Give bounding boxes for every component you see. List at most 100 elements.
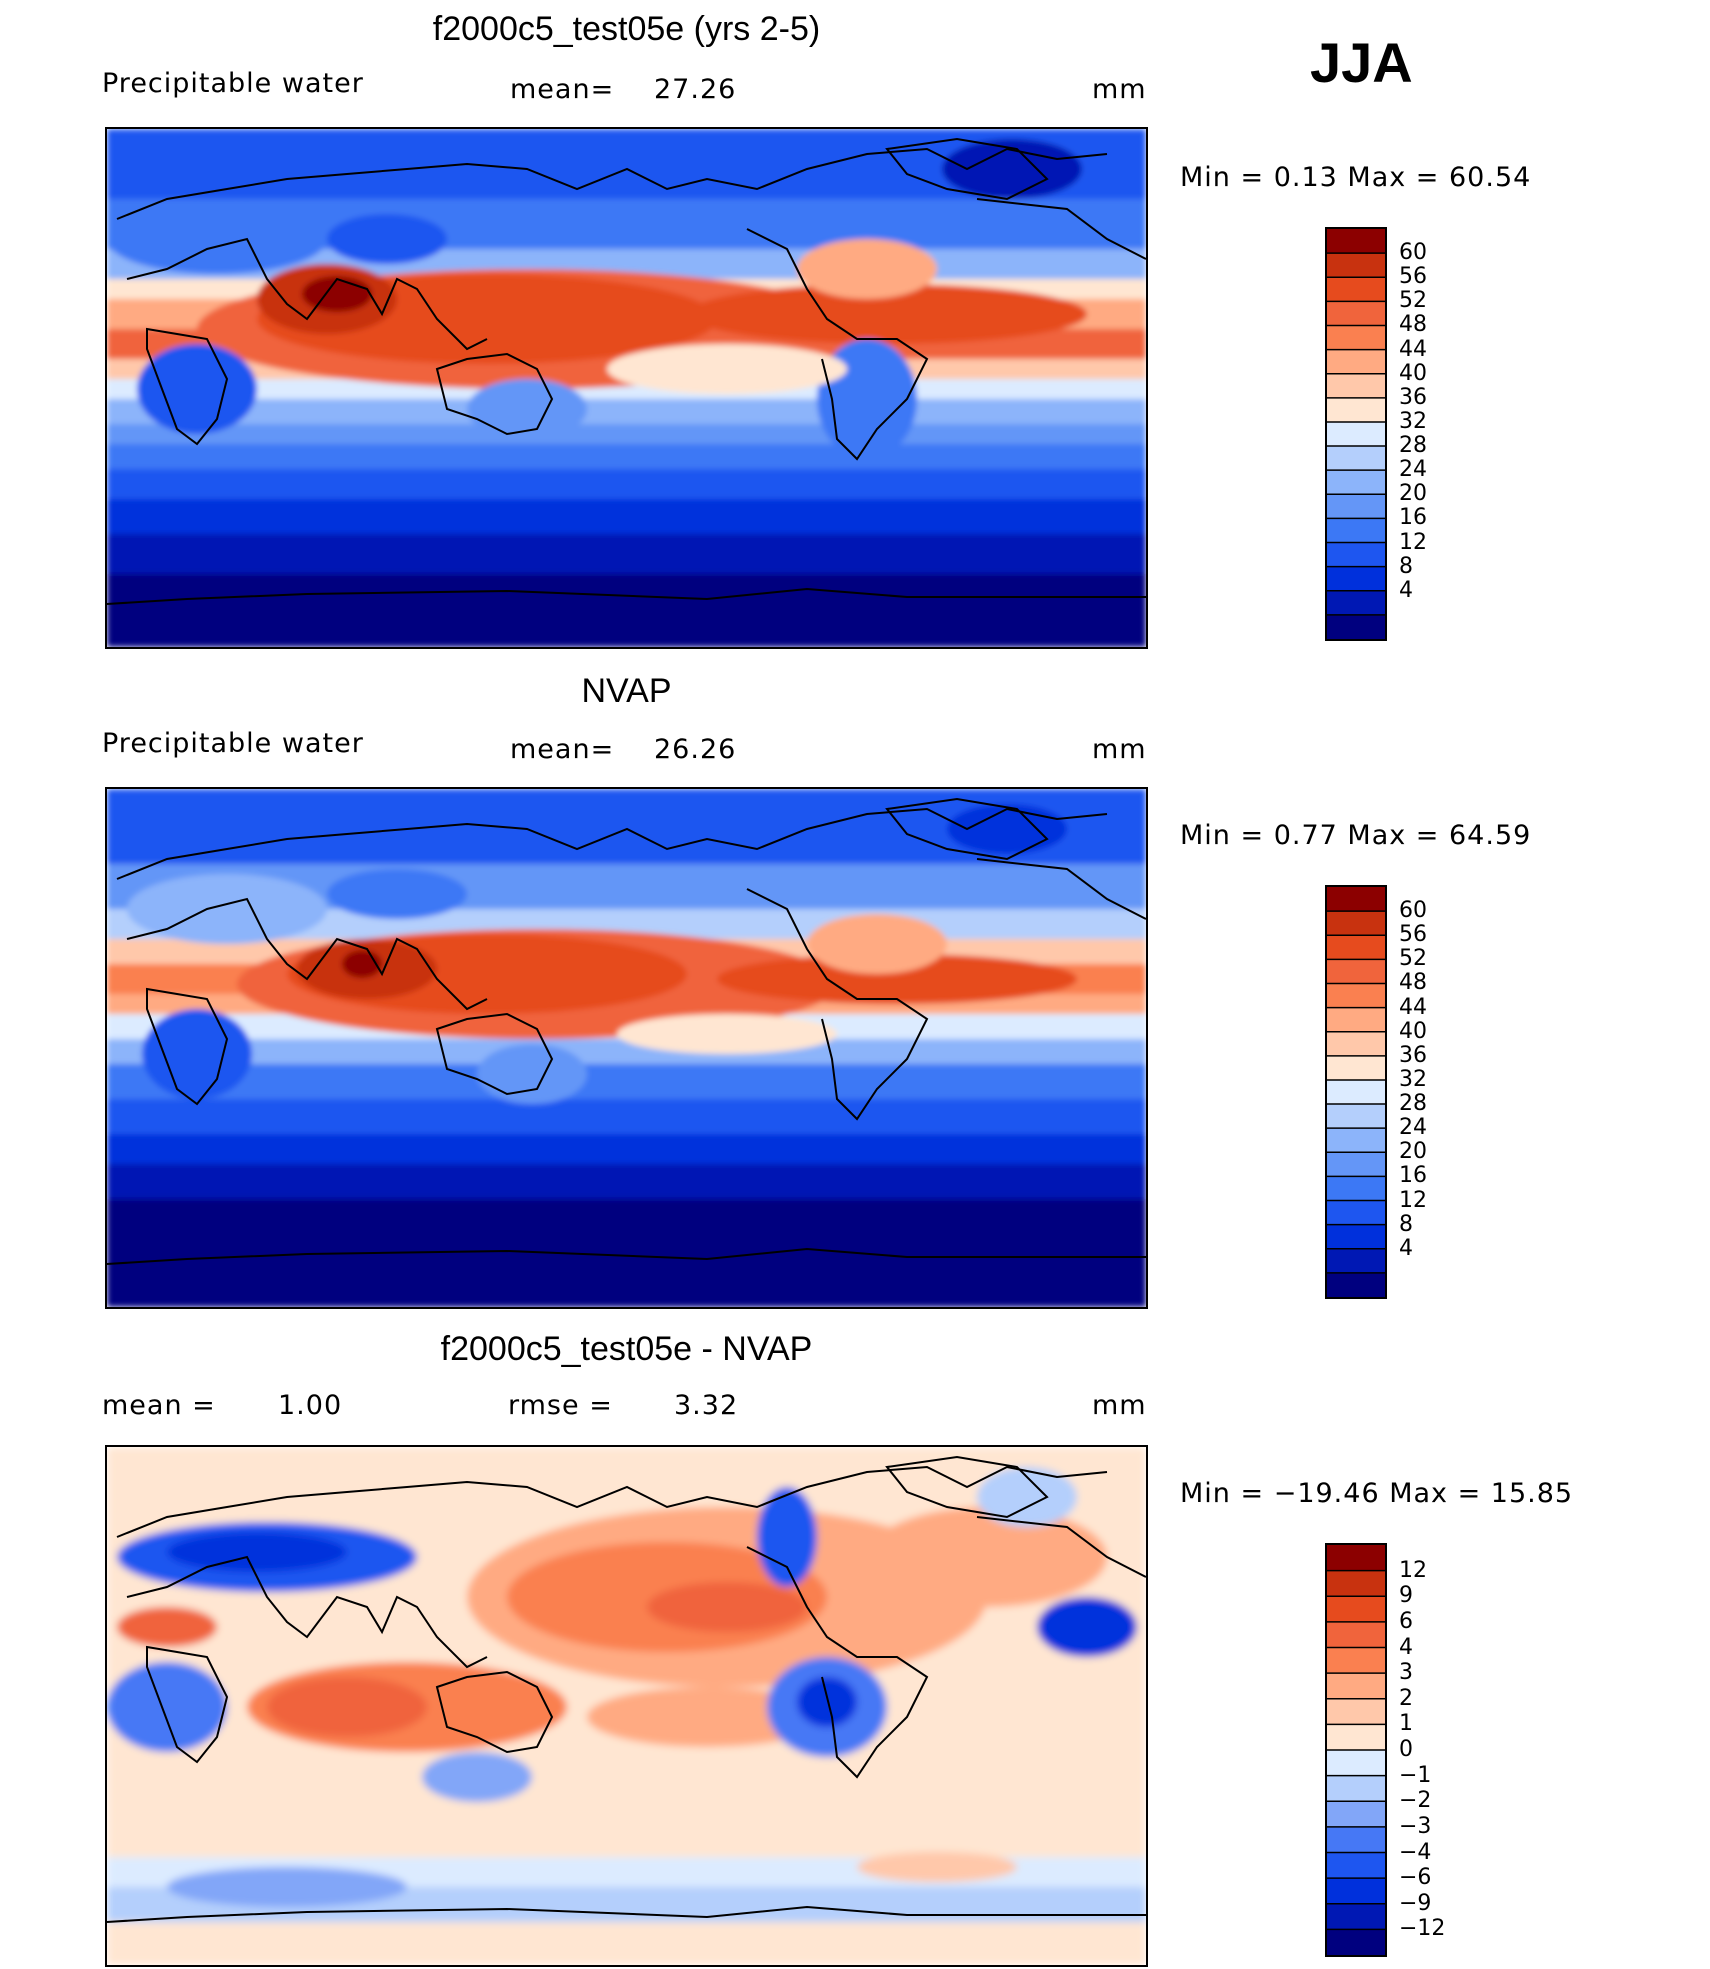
colorbar-tick-label: 0 xyxy=(1399,1737,1413,1762)
coastline-outlines xyxy=(107,137,1146,605)
colorbar-swatch xyxy=(1327,590,1385,616)
colorbar-tick-label: 16 xyxy=(1399,505,1427,531)
units-label: mm xyxy=(1092,74,1147,105)
colorbar-swatch xyxy=(1327,397,1385,423)
colorbar-tick-label: 20 xyxy=(1399,1139,1427,1165)
mean-value: 1.00 xyxy=(278,1390,343,1421)
colorbar-tick-label: 56 xyxy=(1399,264,1427,290)
colorbar-swatch xyxy=(1327,935,1385,960)
colorbar-tick-label: 52 xyxy=(1399,946,1427,972)
panel-title: f2000c5_test05e - NVAP xyxy=(440,1330,813,1368)
colorbar-tick-label: 12 xyxy=(1399,529,1427,555)
colorbar-tick-label: 8 xyxy=(1399,1211,1413,1237)
colorbar-tick-label: 20 xyxy=(1399,481,1427,507)
colorbar-swatch xyxy=(1327,1152,1385,1177)
mean-value: 26.26 xyxy=(654,734,737,765)
colorbar-tick-label: 56 xyxy=(1399,922,1427,948)
colorbar-swatch xyxy=(1327,1903,1385,1930)
colorbar-observations: 60 56 52 48 44 40 36 32 28 24 20 16 12 8 4 xyxy=(1325,885,1445,1305)
colorbar-tick-label: 48 xyxy=(1399,312,1427,338)
colorbar-swatch xyxy=(1327,301,1385,326)
colorbar-swatch xyxy=(1327,1079,1385,1105)
colorbar-tick-label: 2 xyxy=(1399,1685,1413,1711)
colorbar-swatch xyxy=(1327,1248,1385,1274)
units-label: mm xyxy=(1092,734,1147,765)
panel-title: NVAP xyxy=(581,672,672,710)
colorbar-tick-label: 44 xyxy=(1399,994,1427,1020)
colorbar-swatch xyxy=(1327,349,1385,375)
colorbar-tick-label: 32 xyxy=(1399,408,1427,434)
colorbar-swatch xyxy=(1327,421,1385,447)
colorbar-tick-label: −2 xyxy=(1399,1788,1432,1814)
colorbar-swatch xyxy=(1327,229,1385,254)
colorbar-swatch xyxy=(1327,542,1385,568)
colorbar-swatch xyxy=(1327,1176,1385,1202)
colorbar-swatch xyxy=(1327,887,1385,912)
colorbar-tick-label: 32 xyxy=(1399,1066,1427,1092)
mean-label: mean = xyxy=(102,1390,216,1421)
colorbar-swatch xyxy=(1327,494,1385,519)
rmse-value: 3.32 xyxy=(674,1390,739,1421)
colorbar-swatch xyxy=(1327,1647,1385,1674)
colorbar-tick-label: 6 xyxy=(1399,1608,1413,1634)
colorbar-tick-label: −1 xyxy=(1399,1762,1432,1788)
colorbar-swatch xyxy=(1327,983,1385,1009)
colorbar-swatch xyxy=(1327,1929,1385,1955)
colorbar-tick-label: −9 xyxy=(1399,1890,1432,1916)
colorbar-swatch xyxy=(1327,1801,1385,1828)
colorbar-model: 60 56 52 48 44 40 36 32 28 24 20 16 12 8 4 xyxy=(1325,227,1445,647)
min-max-readout: Min = 0.13 Max = 60.54 xyxy=(1180,162,1532,193)
colorbar-tick-label: 9 xyxy=(1399,1583,1413,1609)
colorbar-swatch xyxy=(1327,959,1385,984)
variable-label: Precipitable water xyxy=(102,68,364,99)
colorbar-tick-label: 28 xyxy=(1399,1091,1427,1117)
colorbar-tick-label: 8 xyxy=(1399,553,1413,579)
colorbar-swatch xyxy=(1327,1104,1385,1129)
mean-label: mean= xyxy=(510,74,615,105)
colorbar-swatch xyxy=(1327,1007,1385,1033)
colorbar-tick-label: −4 xyxy=(1399,1839,1432,1865)
colorbar-swatch xyxy=(1327,1570,1385,1597)
colorbar-swatch xyxy=(1327,1724,1385,1751)
colorbar-tick-label: −6 xyxy=(1399,1865,1432,1891)
colorbar-tick-label: 28 xyxy=(1399,433,1427,459)
season-label: JJA xyxy=(1310,31,1413,94)
coastline-outlines xyxy=(107,1455,1146,1923)
colorbar-swatch xyxy=(1327,1055,1385,1081)
colorbar-swatch xyxy=(1327,1698,1385,1725)
colorbar-swatch xyxy=(1327,325,1385,351)
colorbar-swatch xyxy=(1327,911,1385,936)
colorbar-swatches xyxy=(1325,885,1387,1299)
colorbar-difference: 12 9 6 4 3 2 1 0 −1 −2 −3 −4 −6 −9 −12 xyxy=(1325,1543,1445,1963)
colorbar-tick-label: 4 xyxy=(1399,1634,1413,1660)
mean-label: mean= xyxy=(510,734,615,765)
colorbar-swatch xyxy=(1327,1596,1385,1623)
colorbar-swatch xyxy=(1327,1878,1385,1905)
colorbar-swatch xyxy=(1327,1200,1385,1226)
colorbar-swatch xyxy=(1327,1031,1385,1057)
colorbar-tick-label: 12 xyxy=(1399,1557,1427,1583)
colorbar-swatch xyxy=(1327,614,1385,639)
colorbar-swatch xyxy=(1327,1750,1385,1777)
colorbar-tick-label: 52 xyxy=(1399,288,1427,314)
colorbar-tick-label: 16 xyxy=(1399,1163,1427,1189)
coastline-outlines xyxy=(107,797,1146,1265)
colorbar-swatch xyxy=(1327,1775,1385,1802)
colorbar-tick-label: −3 xyxy=(1399,1813,1432,1839)
colorbar-tick-label: 60 xyxy=(1399,898,1427,924)
colorbar-swatch xyxy=(1327,1272,1385,1297)
variable-label: Precipitable water xyxy=(102,728,364,759)
colorbar-tick-label: 3 xyxy=(1399,1660,1413,1686)
colorbar-swatch xyxy=(1327,1128,1385,1153)
colorbar-tick-label: 1 xyxy=(1399,1711,1413,1737)
colorbar-swatch xyxy=(1327,373,1385,399)
map-model-precipitable-water xyxy=(105,127,1148,649)
colorbar-tick-label: 12 xyxy=(1399,1187,1427,1213)
units-label: mm xyxy=(1092,1390,1147,1421)
colorbar-tick-label: 4 xyxy=(1399,577,1413,603)
mean-value: 27.26 xyxy=(654,74,737,105)
colorbar-swatch xyxy=(1327,277,1385,302)
colorbar-swatch xyxy=(1327,566,1385,592)
colorbar-swatch xyxy=(1327,1852,1385,1879)
colorbar-swatch xyxy=(1327,1224,1385,1250)
